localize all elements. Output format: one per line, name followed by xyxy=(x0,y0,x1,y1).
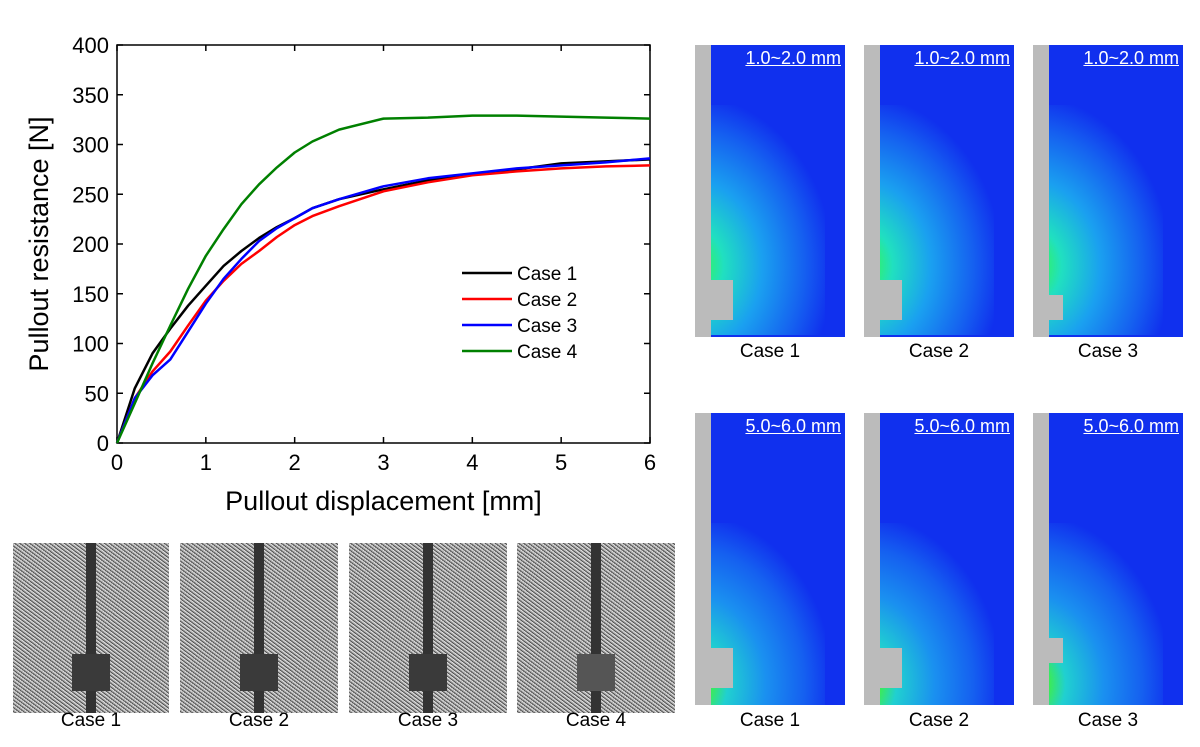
range-label: 1.0~2.0 mm xyxy=(745,48,841,68)
x-tick-label: 5 xyxy=(555,450,567,475)
series-line-case-3 xyxy=(115,157,651,444)
heatmap-caption: Case 2 xyxy=(908,341,970,362)
x-tick-label: 0 xyxy=(111,450,123,475)
range-label: 5.0~6.0 mm xyxy=(1083,416,1179,436)
photo-caption: Case 2 xyxy=(228,710,290,731)
y-tick-label: 150 xyxy=(72,282,109,307)
heatmap-caption: Case 2 xyxy=(908,710,970,731)
legend-label: Case 3 xyxy=(517,316,577,337)
heatmap-top-2: 1.0~2.0 mm xyxy=(864,45,1014,337)
photo-3 xyxy=(349,543,507,713)
heatmap-bottom-3: 5.0~6.0 mm xyxy=(1033,413,1183,705)
range-label: 1.0~2.0 mm xyxy=(914,48,1010,68)
x-tick-label: 2 xyxy=(289,450,301,475)
legend-label: Case 1 xyxy=(517,264,577,285)
heatmap-caption: Case 3 xyxy=(1077,710,1139,731)
y-tick-label: 250 xyxy=(72,182,109,207)
photo-1 xyxy=(13,543,169,713)
x-tick-label: 1 xyxy=(200,450,212,475)
range-label: 5.0~6.0 mm xyxy=(745,416,841,436)
x-tick-label: 6 xyxy=(644,450,656,475)
heatmap-caption: Case 1 xyxy=(739,341,801,362)
y-tick-label: 300 xyxy=(72,133,109,158)
range-label: 5.0~6.0 mm xyxy=(914,416,1010,436)
heatmap-caption: Case 1 xyxy=(739,710,801,731)
range-label: 1.0~2.0 mm xyxy=(1083,48,1179,68)
photo-caption: Case 3 xyxy=(397,710,459,731)
x-axis-label: Pullout displacement [mm] xyxy=(225,486,542,516)
plot-frame xyxy=(116,44,651,444)
photo-caption: Case 1 xyxy=(60,710,122,731)
y-tick-label: 0 xyxy=(97,431,109,456)
y-tick-label: 200 xyxy=(72,232,109,257)
heatmap-bottom-2: 5.0~6.0 mm xyxy=(864,413,1014,705)
heatmap-top-3: 1.0~2.0 mm xyxy=(1033,45,1183,337)
photo-2 xyxy=(180,543,338,713)
y-tick-label: 350 xyxy=(72,83,109,108)
y-tick-label: 100 xyxy=(72,332,109,357)
y-tick-label: 50 xyxy=(85,381,109,406)
series-line-case-2 xyxy=(115,164,651,444)
photo-4 xyxy=(517,543,675,713)
legend-label: Case 4 xyxy=(517,342,578,363)
heatmap-top-1: 1.0~2.0 mm xyxy=(695,45,845,337)
y-tick-label: 400 xyxy=(72,33,109,58)
photo-caption: Case 4 xyxy=(565,710,627,731)
heatmap-caption: Case 3 xyxy=(1077,341,1139,362)
heatmap-bottom-1: 5.0~6.0 mm xyxy=(695,413,845,705)
legend-label: Case 2 xyxy=(517,290,577,311)
y-axis-label: Pullout resistance [N] xyxy=(24,116,54,371)
pullout-chart: 0 1 2 3 4 5 6 0 50 100 150 200 250 300 350 400 Pullout d… xyxy=(24,33,656,516)
x-tick-label: 4 xyxy=(466,450,478,475)
x-tick-label: 3 xyxy=(377,450,389,475)
series-line-case-4 xyxy=(115,114,651,444)
